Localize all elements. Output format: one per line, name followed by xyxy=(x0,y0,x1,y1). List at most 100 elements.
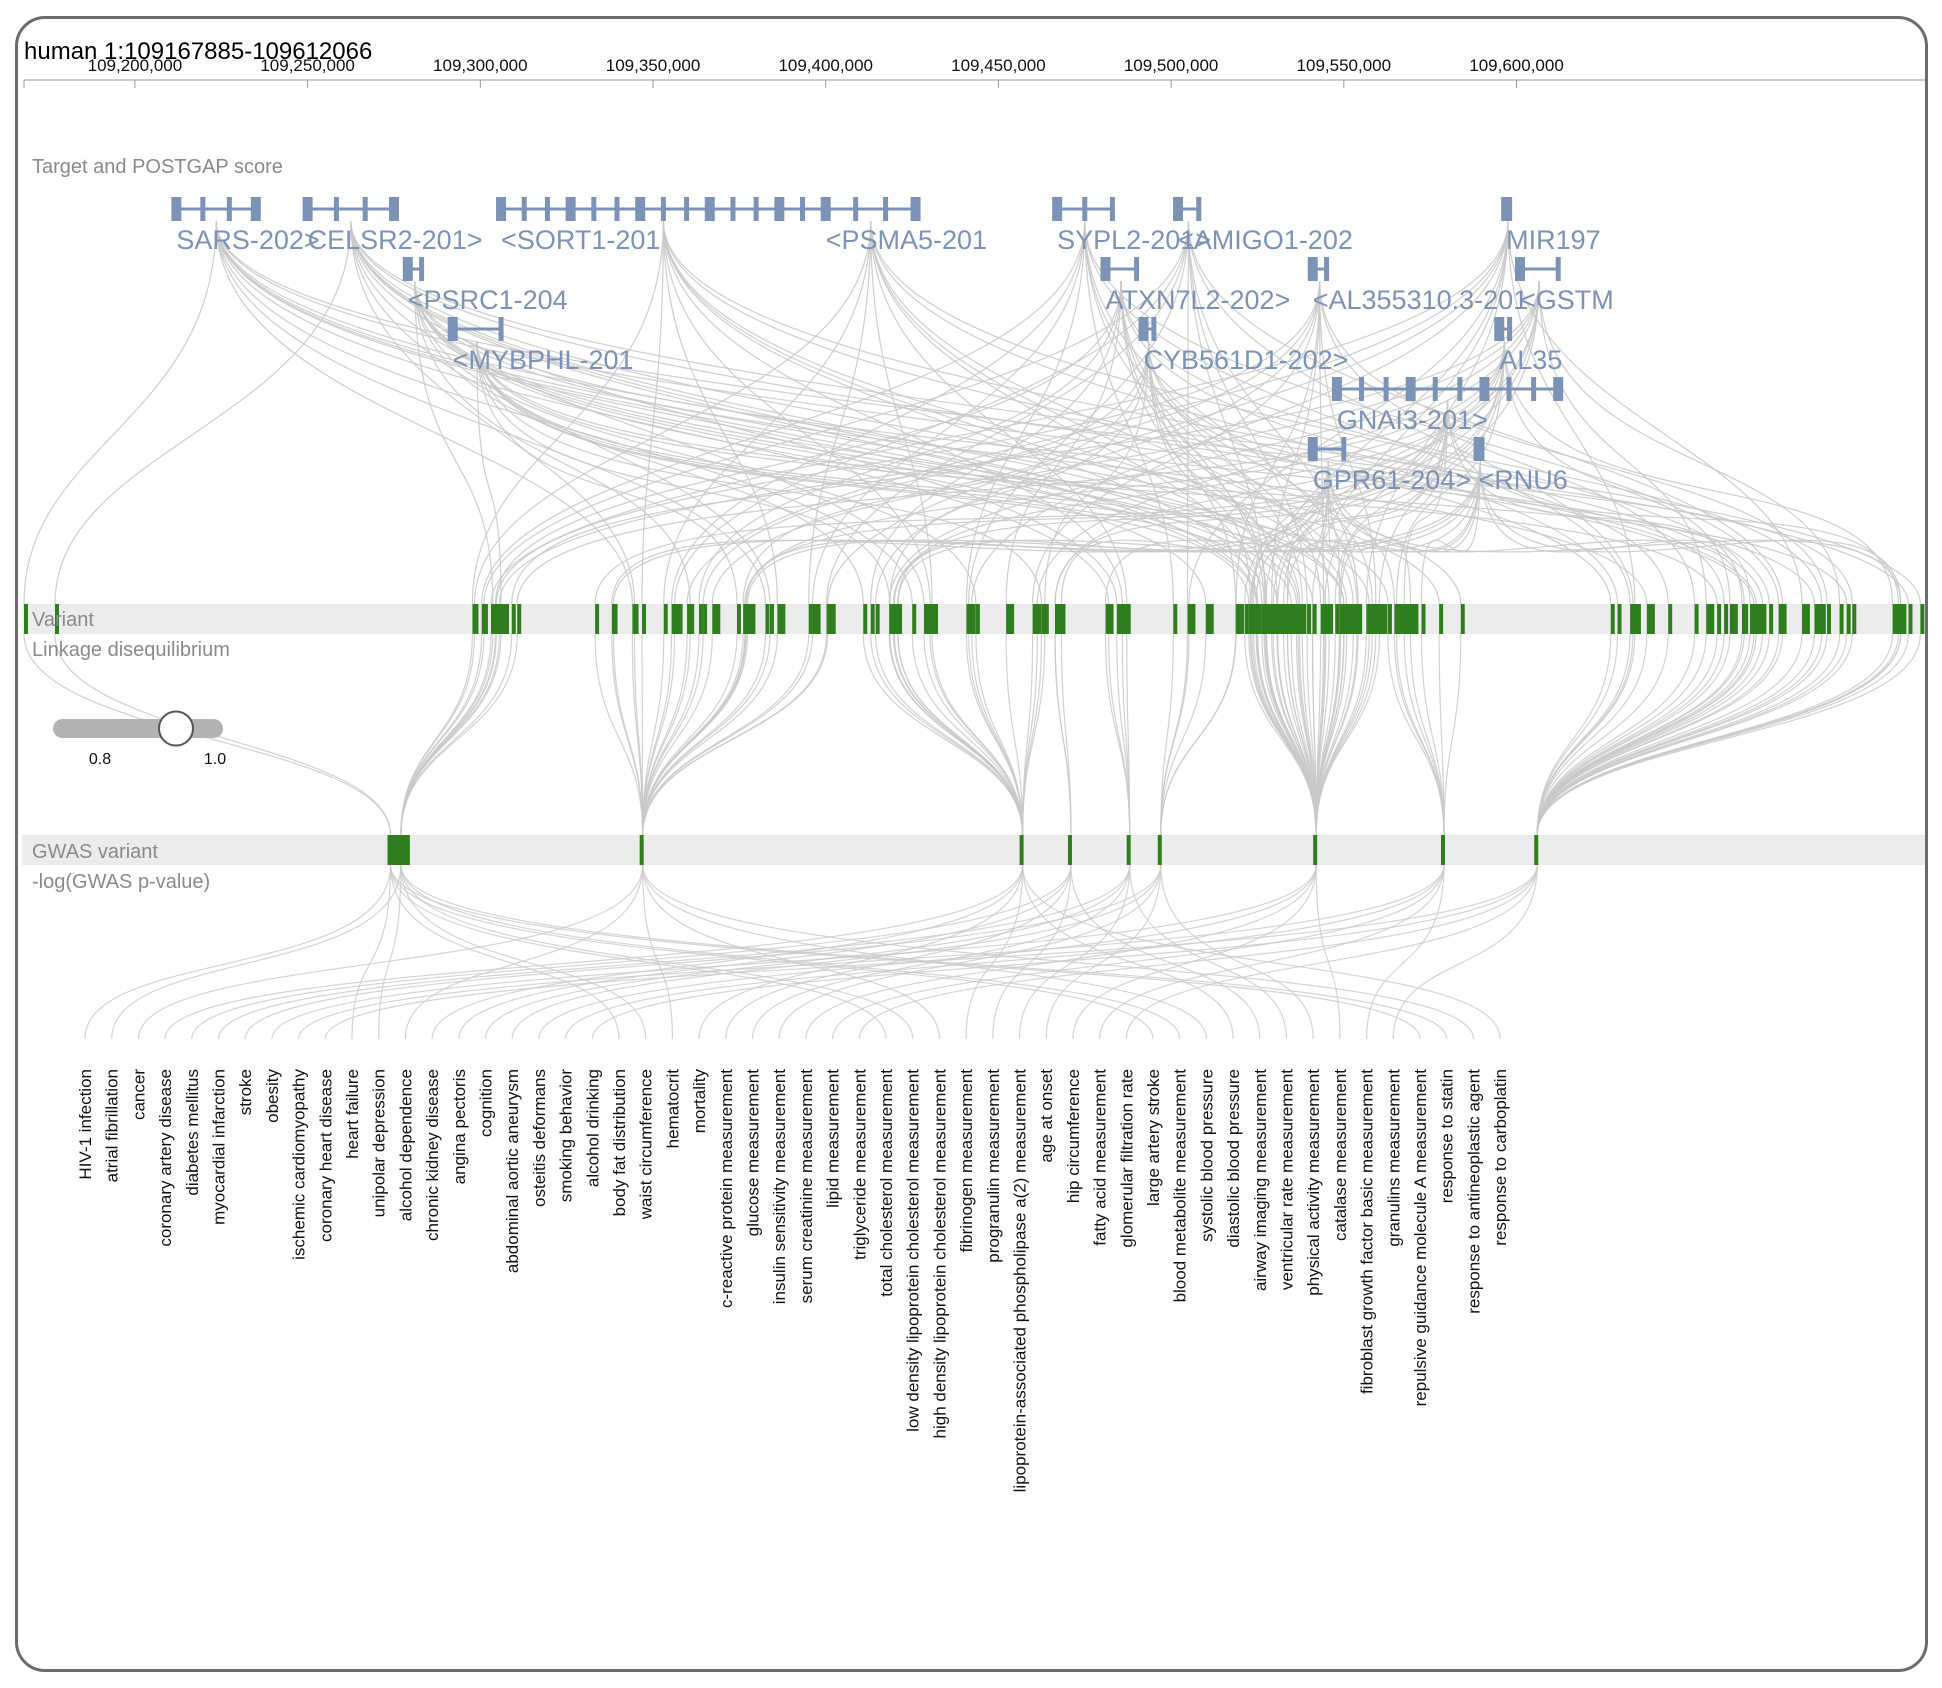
trait-label[interactable]: low density lipoprotein cholesterol meas… xyxy=(904,1069,923,1432)
variant-mark[interactable] xyxy=(642,604,647,634)
variant-mark[interactable] xyxy=(1253,604,1258,634)
trait-label[interactable]: fatty acid measurement xyxy=(1091,1069,1110,1246)
variant-mark[interactable] xyxy=(1826,604,1831,634)
gene-amigo1-202[interactable]: <AMIGO1-202 xyxy=(1173,197,1353,255)
variant-mark[interactable] xyxy=(1668,604,1673,634)
trait-label[interactable]: total cholesterol measurement xyxy=(877,1069,896,1297)
trait-label[interactable]: glucose measurement xyxy=(744,1069,763,1237)
variant-mark[interactable] xyxy=(687,604,692,634)
variant-mark[interactable] xyxy=(1741,604,1746,634)
trait-label[interactable]: glomerular filtration rate xyxy=(1117,1069,1136,1248)
ld-slider-track[interactable] xyxy=(53,719,223,738)
trait-label[interactable]: catalase measurement xyxy=(1331,1069,1350,1241)
variant-mark[interactable] xyxy=(1762,604,1767,634)
variant-mark[interactable] xyxy=(1287,604,1292,634)
variant-mark[interactable] xyxy=(1404,604,1413,634)
trait-label[interactable]: lipid measurement xyxy=(824,1069,843,1208)
gwas-variant-mark[interactable] xyxy=(1440,835,1445,865)
trait-label[interactable]: serum creatinine measurement xyxy=(797,1069,816,1304)
gene-sypl2-201[interactable]: SYPL2-201> xyxy=(1052,197,1211,255)
gwas-variant-mark[interactable] xyxy=(639,835,644,865)
gwas-variant-mark[interactable] xyxy=(1019,835,1024,865)
variant-mark[interactable] xyxy=(1892,604,1901,634)
trait-label[interactable]: hematocrit xyxy=(663,1069,682,1149)
gwas-variant-mark[interactable] xyxy=(397,835,410,865)
variant-mark[interactable] xyxy=(1387,604,1392,634)
variant-mark[interactable] xyxy=(634,604,639,634)
trait-label[interactable]: diabetes mellitus xyxy=(183,1069,202,1196)
trait-label[interactable]: waist circumference xyxy=(637,1069,656,1220)
trait-label[interactable]: heart failure xyxy=(343,1069,362,1159)
variant-mark[interactable] xyxy=(1694,604,1699,634)
variant-mark[interactable] xyxy=(1744,604,1749,634)
gene-gstm[interactable]: <GSTM xyxy=(1514,257,1614,315)
trait-label[interactable]: osteitis deformans xyxy=(530,1069,549,1207)
gwas-variant-mark[interactable] xyxy=(1534,835,1539,865)
variant-mark[interactable] xyxy=(1839,604,1844,634)
trait-label[interactable]: response to statin xyxy=(1438,1069,1457,1203)
variant-mark[interactable] xyxy=(1706,604,1715,634)
gene-psma5-201[interactable]: <PSMA5-201 xyxy=(820,197,987,255)
variant-mark[interactable] xyxy=(1610,604,1615,634)
variant-mark[interactable] xyxy=(1188,604,1193,634)
variant-mark[interactable] xyxy=(1032,604,1041,634)
variant-mark[interactable] xyxy=(632,604,637,634)
variant-mark[interactable] xyxy=(1366,604,1371,634)
ld-slider-handle[interactable] xyxy=(158,710,194,747)
variant-mark[interactable] xyxy=(1108,604,1113,634)
variant-mark[interactable] xyxy=(1173,604,1178,634)
variant-mark[interactable] xyxy=(1340,604,1345,634)
gene-cyb561d1-202[interactable]: CYB561D1-202> xyxy=(1138,317,1348,375)
variant-mark[interactable] xyxy=(472,604,477,634)
trait-label[interactable]: fibroblast growth factor basic measureme… xyxy=(1358,1069,1377,1394)
trait-label[interactable]: mortality xyxy=(690,1069,709,1134)
variant-mark[interactable] xyxy=(875,604,880,634)
variant-mark[interactable] xyxy=(1769,604,1774,634)
trait-label[interactable]: ischemic cardiomyopathy xyxy=(290,1069,309,1260)
variant-mark[interactable] xyxy=(1782,604,1787,634)
variant-mark[interactable] xyxy=(1460,604,1465,634)
variant-mark[interactable] xyxy=(870,604,875,634)
variant-mark[interactable] xyxy=(501,604,510,634)
trait-label[interactable]: coronary artery disease xyxy=(156,1069,175,1247)
trait-label[interactable]: repulsive guidance molecule A measuremen… xyxy=(1411,1069,1430,1407)
gene-mir197[interactable]: MIR197 xyxy=(1501,197,1601,255)
variant-mark[interactable] xyxy=(1061,604,1066,634)
variant-mark[interactable] xyxy=(736,604,741,634)
trait-label[interactable]: triglyceride measurement xyxy=(850,1069,869,1260)
variant-mark[interactable] xyxy=(1908,604,1913,634)
variant-mark[interactable] xyxy=(1307,604,1312,634)
variant-mark[interactable] xyxy=(894,604,899,634)
variant-mark[interactable] xyxy=(1724,604,1729,634)
variant-mark[interactable] xyxy=(1410,604,1419,634)
variant-mark[interactable] xyxy=(1821,604,1826,634)
variant-mark[interactable] xyxy=(1852,604,1857,634)
trait-label[interactable]: lipoprotein-associated phospholipase a(2… xyxy=(1011,1069,1030,1493)
variant-mark[interactable] xyxy=(1900,604,1905,634)
trait-label[interactable]: atrial fibrillation xyxy=(103,1069,122,1182)
trait-label[interactable]: systolic blood pressure xyxy=(1197,1069,1216,1242)
trait-label[interactable]: obesity xyxy=(263,1069,282,1123)
trait-label[interactable]: unipolar depression xyxy=(370,1069,389,1217)
variant-mark[interactable] xyxy=(827,604,836,634)
gene-mybphl-201[interactable]: <MYBPHL-201 xyxy=(447,317,634,375)
trait-label[interactable]: alcohol drinking xyxy=(583,1069,602,1187)
gwas-variant-mark[interactable] xyxy=(1126,835,1131,865)
variant-mark[interactable] xyxy=(1283,604,1288,634)
variant-mark[interactable] xyxy=(1801,604,1810,634)
trait-label[interactable]: high density lipoprotein cholesterol mea… xyxy=(930,1069,949,1439)
variant-mark[interactable] xyxy=(1126,604,1131,634)
variant-mark[interactable] xyxy=(808,604,813,634)
variant-mark[interactable] xyxy=(769,604,774,634)
variant-mark[interactable] xyxy=(863,604,868,634)
variant-mark[interactable] xyxy=(712,604,721,634)
variant-mark[interactable] xyxy=(1353,604,1358,634)
variant-mark[interactable] xyxy=(1335,604,1340,634)
variant-mark[interactable] xyxy=(1630,604,1635,634)
variant-mark[interactable] xyxy=(1394,604,1399,634)
variant-mark[interactable] xyxy=(1205,604,1214,634)
gene-al35[interactable]: AL35 xyxy=(1494,317,1562,375)
variant-mark[interactable] xyxy=(812,604,821,634)
variant-mark[interactable] xyxy=(1299,604,1304,634)
trait-label[interactable]: stroke xyxy=(236,1069,255,1115)
